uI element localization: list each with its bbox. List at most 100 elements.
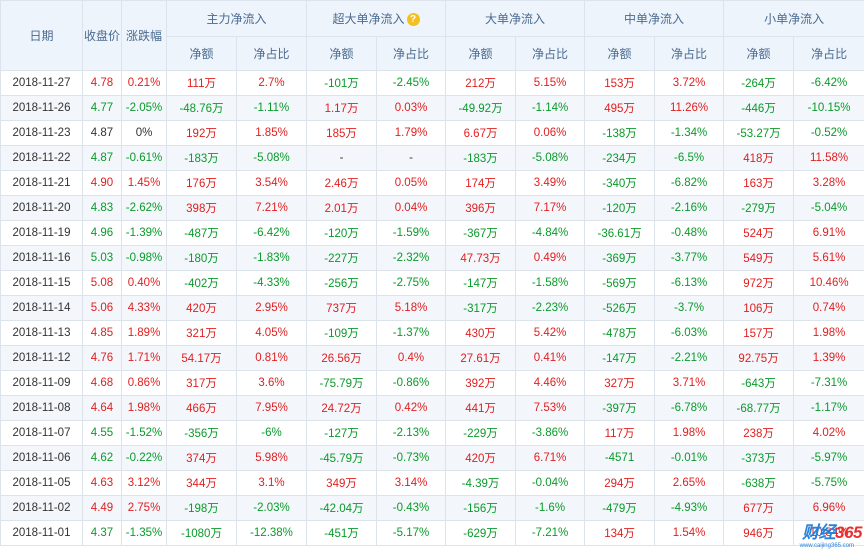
table-row: 2018-11-22 4.87 -0.61% -183万 -5.08% - - -183万 -5… <box>0 145 864 171</box>
table-row: 2018-11-12 4.76 1.71% 54.17万 0.81% 26.56万 0.4%… <box>0 345 864 371</box>
header-small-inflow: 小单净流入 <box>723 0 864 37</box>
cell-main-ratio: -5.08% <box>235 145 308 171</box>
cell-main-amount: -1080万 <box>166 520 237 546</box>
cell-medium-amount: -526万 <box>584 295 656 321</box>
cell-large-amount: 420万 <box>445 445 517 471</box>
cell-super-ratio: -2.45% <box>376 70 447 96</box>
cell-large-amount: 174万 <box>445 170 517 196</box>
help-icon[interactable]: ? <box>406 13 420 27</box>
cell-large-ratio: 7.53% <box>515 395 586 421</box>
cell-medium-amount: -369万 <box>584 245 656 271</box>
cell-small-ratio: 1.39% <box>793 345 864 371</box>
cell-close: 4.64 <box>82 395 122 421</box>
header-close[interactable]: 收盘价 <box>82 0 122 71</box>
cell-super-amount: -109万 <box>306 320 378 346</box>
cell-small-ratio: -5.04% <box>793 195 864 221</box>
cell-main-ratio: 0.81% <box>235 345 308 371</box>
cell-date: 2018-11-20 <box>0 195 83 221</box>
cell-medium-ratio: -6.5% <box>654 145 725 171</box>
cell-small-ratio: -0.52% <box>793 120 864 146</box>
cell-date: 2018-11-07 <box>0 420 83 446</box>
cell-medium-amount: -397万 <box>584 395 656 421</box>
cell-close: 4.96 <box>82 220 122 246</box>
cell-large-ratio: -1.14% <box>515 95 586 121</box>
cell-super-ratio: -2.32% <box>376 245 447 271</box>
cell-large-amount: -49.92万 <box>445 95 517 121</box>
cell-super-ratio: 1.79% <box>376 120 447 146</box>
cell-large-amount: -147万 <box>445 270 517 296</box>
cell-large-amount: 6.67万 <box>445 120 517 146</box>
table-header: 日期 收盘价 涨跌幅 主力净流入 超大单净流入? 大单净流入 中单净流入 小单净… <box>0 0 864 71</box>
cell-small-ratio: -5.97% <box>793 445 864 471</box>
table-row: 2018-11-09 4.68 0.86% 317万 3.6% -75.79万 -0.86%… <box>0 370 864 396</box>
cell-small-amount: 157万 <box>723 320 795 346</box>
cell-close: 4.62 <box>82 445 122 471</box>
header-large-ratio[interactable]: 净占比 <box>515 36 586 71</box>
cell-main-amount: -48.76万 <box>166 95 237 121</box>
cell-medium-ratio: -4.93% <box>654 495 725 521</box>
cell-medium-ratio: -6.03% <box>654 320 725 346</box>
table-row: 2018-11-16 5.03 -0.98% -180万 -1.83% -227万 -2.3… <box>0 245 864 271</box>
table-row: 2018-11-01 4.37 -1.35% -1080万 -12.38% -451万 -5… <box>0 520 864 546</box>
cell-medium-amount: -478万 <box>584 320 656 346</box>
header-small-amount[interactable]: 净额 <box>723 36 795 71</box>
cell-close: 5.03 <box>82 245 122 271</box>
header-medium-amount[interactable]: 净额 <box>584 36 656 71</box>
cell-super-amount: -75.79万 <box>306 370 378 396</box>
cell-close: 4.90 <box>82 170 122 196</box>
cell-main-ratio: 7.95% <box>235 395 308 421</box>
table-row: 2018-11-06 4.62 -0.22% 374万 5.98% -45.79万 -0.7… <box>0 445 864 471</box>
cell-close: 4.87 <box>82 145 122 171</box>
header-main-ratio[interactable]: 净占比 <box>235 36 308 71</box>
cell-change: 0% <box>121 120 167 146</box>
header-date[interactable]: 日期 <box>0 0 83 71</box>
cell-main-amount: 176万 <box>166 170 237 196</box>
cell-medium-ratio: 1.54% <box>654 520 725 546</box>
cell-medium-amount: -340万 <box>584 170 656 196</box>
cell-super-amount: -45.79万 <box>306 445 378 471</box>
cell-super-ratio: -1.37% <box>376 320 447 346</box>
cell-medium-ratio: -0.01% <box>654 445 725 471</box>
cell-main-ratio: 1.85% <box>235 120 308 146</box>
cell-super-amount: 1.17万 <box>306 95 378 121</box>
cell-main-amount: 317万 <box>166 370 237 396</box>
cell-medium-ratio: 3.71% <box>654 370 725 396</box>
cell-large-ratio: 4.46% <box>515 370 586 396</box>
cell-medium-amount: -36.61万 <box>584 220 656 246</box>
cell-medium-amount: 153万 <box>584 70 656 96</box>
header-super-ratio[interactable]: 净占比 <box>376 36 447 71</box>
cell-medium-amount: 117万 <box>584 420 656 446</box>
cell-super-amount: -120万 <box>306 220 378 246</box>
logo-text-b: 365 <box>835 523 862 542</box>
header-small-ratio[interactable]: 净占比 <box>793 36 864 71</box>
cell-super-ratio: 0.04% <box>376 195 447 221</box>
header-main-amount[interactable]: 净额 <box>166 36 237 71</box>
cell-small-ratio: 1.98% <box>793 320 864 346</box>
cell-large-ratio: 0.41% <box>515 345 586 371</box>
cell-super-ratio: 0.05% <box>376 170 447 196</box>
header-super-amount[interactable]: 净额 <box>306 36 378 71</box>
cell-large-ratio: 0.49% <box>515 245 586 271</box>
header-medium-ratio[interactable]: 净占比 <box>654 36 725 71</box>
cell-close: 4.63 <box>82 470 122 496</box>
header-large-amount[interactable]: 净额 <box>445 36 517 71</box>
cell-main-amount: 420万 <box>166 295 237 321</box>
cell-change: 1.98% <box>121 395 167 421</box>
logo-url: www.caijing365.com <box>799 543 854 549</box>
cell-small-amount: -446万 <box>723 95 795 121</box>
cell-small-ratio: 3.28% <box>793 170 864 196</box>
cell-large-ratio: -3.86% <box>515 420 586 446</box>
cell-small-ratio: 6.91% <box>793 220 864 246</box>
table-row: 2018-11-21 4.90 1.45% 176万 3.54% 2.46万 0.05% 17… <box>0 170 864 196</box>
cell-small-ratio: -5.75% <box>793 470 864 496</box>
header-super-label: 超大单净流入 <box>332 12 405 26</box>
cell-large-ratio: -4.84% <box>515 220 586 246</box>
cell-change: 2.75% <box>121 495 167 521</box>
header-change[interactable]: 涨跌幅 <box>121 0 167 71</box>
cell-main-amount: 192万 <box>166 120 237 146</box>
header-medium-inflow: 中单净流入 <box>584 0 725 37</box>
table-row: 2018-11-20 4.83 -2.62% 398万 7.21% 2.01万 0.04% 3… <box>0 195 864 221</box>
cell-change: 0.86% <box>121 370 167 396</box>
cell-small-amount: 677万 <box>723 495 795 521</box>
cell-large-amount: 27.61万 <box>445 345 517 371</box>
